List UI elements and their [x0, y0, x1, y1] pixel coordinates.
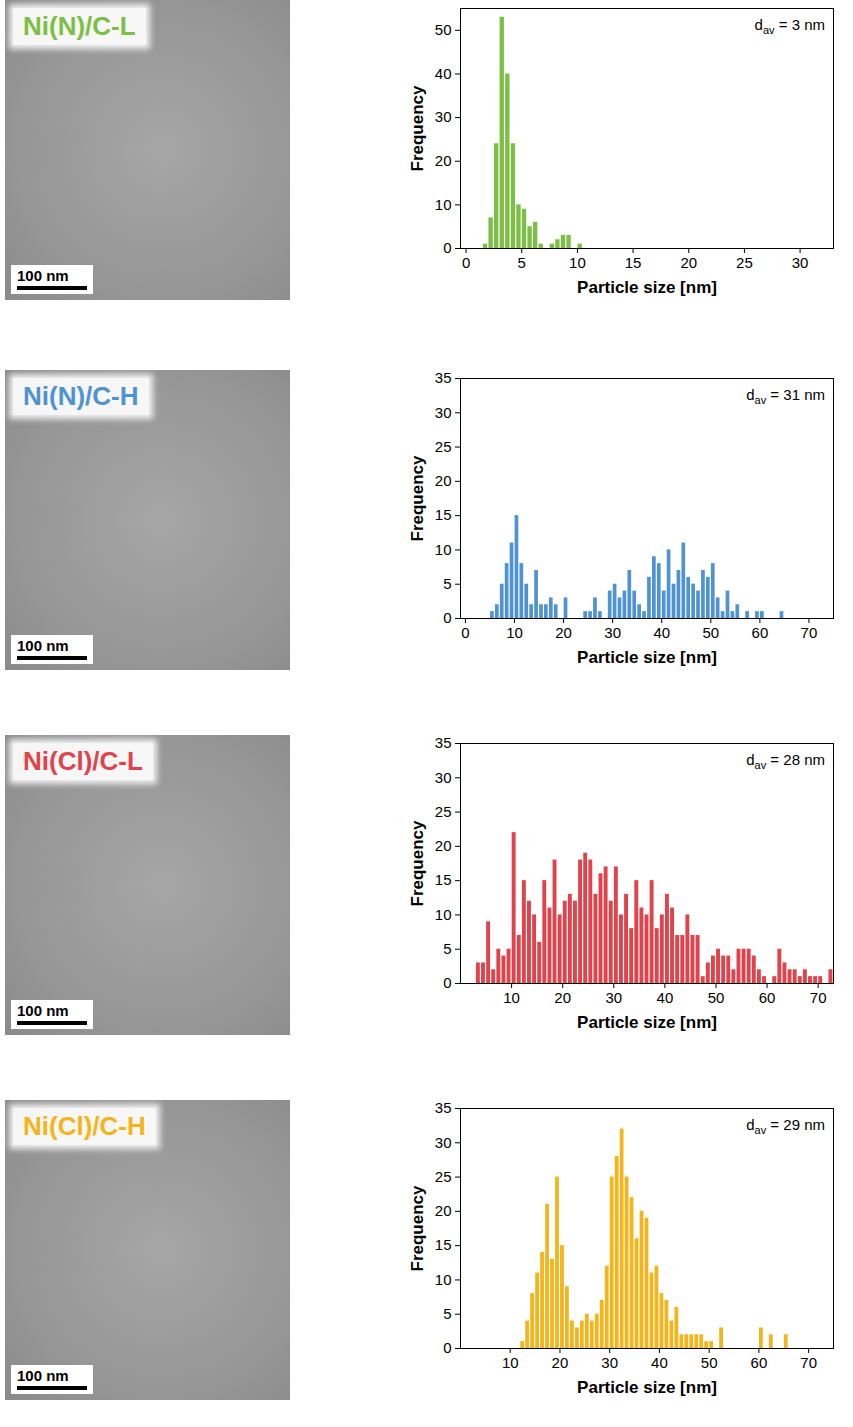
- svg-text:40: 40: [651, 1354, 668, 1371]
- svg-text:30: 30: [435, 769, 452, 786]
- svg-text:20: 20: [555, 624, 572, 641]
- svg-text:0: 0: [443, 609, 451, 626]
- svg-text:30: 30: [435, 404, 452, 421]
- svg-text:dav = 3 nm: dav = 3 nm: [755, 16, 825, 36]
- svg-text:40: 40: [435, 65, 452, 82]
- svg-text:Frequency: Frequency: [408, 455, 427, 542]
- svg-text:5: 5: [443, 575, 451, 592]
- svg-text:0: 0: [462, 254, 470, 271]
- svg-text:10: 10: [435, 906, 452, 923]
- svg-text:30: 30: [792, 254, 809, 271]
- svg-text:35: 35: [435, 369, 452, 386]
- svg-text:20: 20: [435, 837, 452, 854]
- html-text:100 nm: 100 nm: [17, 637, 69, 654]
- svg-text:15: 15: [435, 506, 452, 523]
- html-text:Ni(Cl)/C-H: Ni(Cl)/C-H: [23, 1111, 146, 1141]
- svg-text:70: 70: [801, 624, 818, 641]
- svg-text:40: 40: [657, 989, 674, 1006]
- svg-text:dav = 29 nm: dav = 29 nm: [746, 1116, 825, 1136]
- html-text:Ni(N)/C-H: Ni(N)/C-H: [23, 381, 139, 411]
- svg-text:0: 0: [443, 1339, 451, 1356]
- html-text:100 nm: 100 nm: [17, 1367, 69, 1384]
- svg-text:60: 60: [751, 1354, 768, 1371]
- svg-text:30: 30: [435, 1134, 452, 1151]
- svg-text:15: 15: [625, 254, 642, 271]
- svg-text:5: 5: [443, 1305, 451, 1322]
- html-text:100 nm: 100 nm: [17, 1002, 69, 1019]
- svg-text:25: 25: [435, 438, 452, 455]
- svg-text:25: 25: [435, 803, 452, 820]
- svg-text:30: 30: [605, 989, 622, 1006]
- svg-text:50: 50: [701, 1354, 718, 1371]
- svg-text:Particle size [nm]: Particle size [nm]: [577, 278, 717, 297]
- svg-text:70: 70: [800, 1354, 817, 1371]
- svg-text:25: 25: [435, 1168, 452, 1185]
- svg-text:Frequency: Frequency: [408, 1185, 427, 1272]
- svg-text:Particle size [nm]: Particle size [nm]: [577, 1013, 717, 1032]
- svg-text:Frequency: Frequency: [408, 820, 427, 907]
- html-text:Ni(N)/C-L: Ni(N)/C-L: [23, 11, 136, 41]
- svg-text:35: 35: [435, 734, 452, 751]
- svg-text:10: 10: [503, 989, 520, 1006]
- svg-text:10: 10: [502, 1354, 519, 1371]
- svg-text:15: 15: [435, 871, 452, 888]
- svg-text:dav = 31 nm: dav = 31 nm: [746, 386, 825, 406]
- svg-text:35: 35: [435, 1099, 452, 1116]
- svg-text:20: 20: [554, 989, 571, 1006]
- svg-text:5: 5: [443, 940, 451, 957]
- html-text:Ni(Cl)/C-L: Ni(Cl)/C-L: [23, 746, 143, 776]
- svg-text:Frequency: Frequency: [408, 85, 427, 172]
- svg-text:50: 50: [708, 989, 725, 1006]
- svg-text:50: 50: [702, 624, 719, 641]
- svg-text:60: 60: [759, 989, 776, 1006]
- svg-text:15: 15: [435, 1236, 452, 1253]
- svg-text:0: 0: [461, 624, 469, 641]
- svg-text:10: 10: [569, 254, 586, 271]
- svg-text:Particle size [nm]: Particle size [nm]: [577, 648, 717, 667]
- svg-text:20: 20: [435, 1202, 452, 1219]
- svg-text:25: 25: [736, 254, 753, 271]
- svg-text:10: 10: [435, 1271, 452, 1288]
- svg-text:0: 0: [443, 239, 451, 256]
- svg-text:40: 40: [653, 624, 670, 641]
- svg-text:10: 10: [435, 196, 452, 213]
- svg-text:Particle size [nm]: Particle size [nm]: [577, 1378, 717, 1397]
- svg-text:50: 50: [435, 21, 452, 38]
- svg-text:20: 20: [680, 254, 697, 271]
- svg-text:5: 5: [518, 254, 526, 271]
- html-text:100 nm: 100 nm: [17, 267, 69, 284]
- svg-text:dav = 28 nm: dav = 28 nm: [746, 751, 825, 771]
- svg-text:10: 10: [435, 541, 452, 558]
- svg-text:20: 20: [435, 152, 452, 169]
- svg-text:70: 70: [810, 989, 827, 1006]
- svg-text:30: 30: [435, 108, 452, 125]
- svg-text:30: 30: [601, 1354, 618, 1371]
- svg-text:10: 10: [506, 624, 523, 641]
- svg-text:0: 0: [443, 974, 451, 991]
- svg-text:30: 30: [604, 624, 621, 641]
- svg-text:20: 20: [552, 1354, 569, 1371]
- svg-text:20: 20: [435, 472, 452, 489]
- svg-text:60: 60: [752, 624, 769, 641]
